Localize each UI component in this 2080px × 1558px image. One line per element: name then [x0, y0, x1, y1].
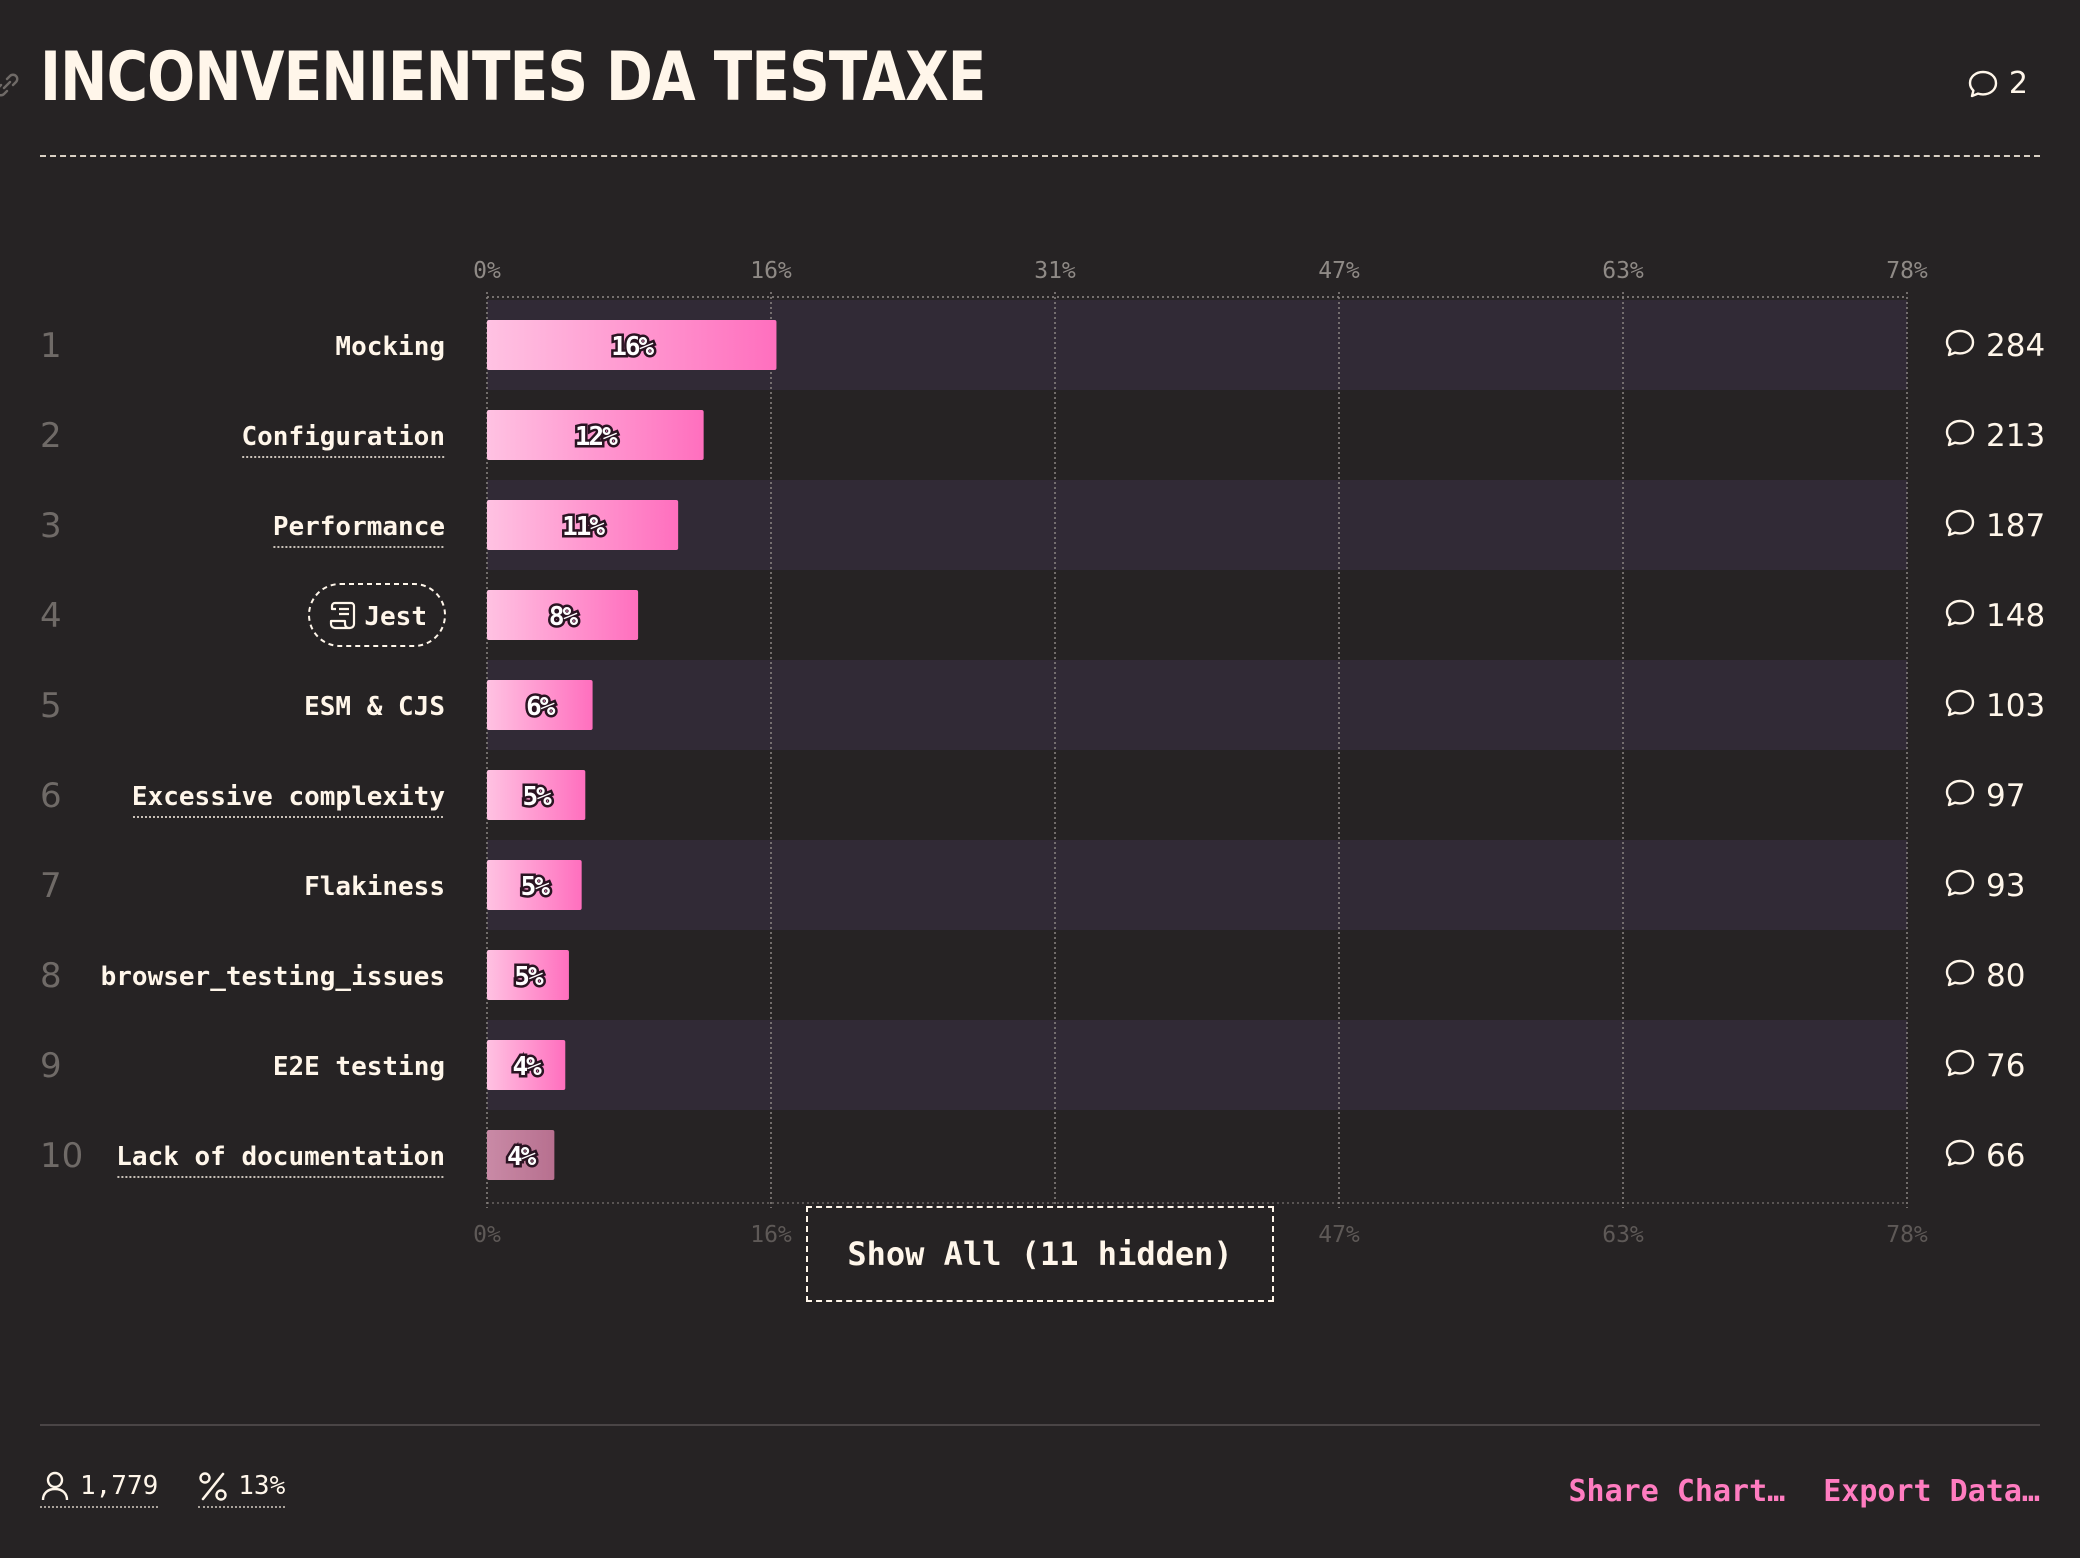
- row-stripe: [487, 1020, 1907, 1110]
- bar-value-label: 5%: [522, 782, 552, 812]
- comment-icon[interactable]: [1945, 509, 1975, 537]
- row-rank: 5: [40, 686, 62, 726]
- bar[interactable]: [487, 860, 582, 910]
- row-rank: 4: [40, 596, 62, 636]
- comment-icon: [1968, 70, 1998, 97]
- category-label[interactable]: Lack of documentation: [116, 1142, 445, 1172]
- tick-label-bottom: 16%: [750, 1222, 792, 1248]
- tick-label-top: 16%: [750, 258, 792, 284]
- category-label: Mocking: [335, 332, 445, 362]
- show-all-button[interactable]: Show All (11 hidden): [806, 1206, 1274, 1302]
- comment-count: 284: [1986, 328, 2045, 364]
- comment-count: 80: [1986, 958, 2025, 994]
- comment-count: 187: [1986, 508, 2045, 544]
- tick-label-top: 0%: [473, 258, 501, 284]
- tick-label-bottom: 0%: [473, 1222, 501, 1248]
- comment-count: 76: [1986, 1048, 2025, 1084]
- comment-count: 66: [1986, 1138, 2025, 1174]
- comment-count: 148: [1986, 598, 2045, 634]
- tick-label-bottom: 47%: [1318, 1222, 1360, 1248]
- row-stripe: [487, 480, 1907, 570]
- bar-value-label: 6%: [526, 692, 556, 722]
- share-chart-link[interactable]: Share Chart…: [1568, 1474, 1786, 1509]
- tick-label-bottom: 78%: [1886, 1222, 1928, 1248]
- comment-icon[interactable]: [1945, 599, 1975, 627]
- export-data-link[interactable]: Export Data…: [1823, 1474, 2040, 1509]
- comment-count: 97: [1986, 778, 2025, 814]
- row-stripe: [487, 660, 1907, 750]
- comment-icon[interactable]: [1945, 689, 1975, 717]
- category-label[interactable]: Performance: [273, 512, 445, 542]
- tick-label-top: 47%: [1318, 258, 1360, 284]
- comment-icon[interactable]: [1945, 1049, 1975, 1077]
- bar[interactable]: [487, 950, 569, 1000]
- bar-value-label: 11%: [562, 512, 605, 542]
- percentage-stat[interactable]: 13%: [198, 1470, 286, 1508]
- respondents-count: 1,779: [80, 1471, 159, 1501]
- bar-value-label: 5%: [521, 872, 551, 902]
- user-icon: [41, 1471, 69, 1501]
- bar[interactable]: [487, 680, 593, 730]
- link-icon[interactable]: [0, 72, 20, 98]
- bar[interactable]: [487, 320, 777, 370]
- bar[interactable]: [487, 500, 679, 550]
- category-label[interactable]: Excessive complexity: [132, 782, 445, 812]
- bar[interactable]: [487, 1040, 566, 1090]
- row-rank: 7: [40, 866, 62, 906]
- bar[interactable]: [487, 410, 704, 460]
- row-rank: 9: [40, 1046, 62, 1086]
- tick-label-bottom: 63%: [1602, 1222, 1644, 1248]
- page-title: INCONVENIENTES DA TESTAXE: [40, 38, 986, 117]
- category-label: E2E testing: [273, 1052, 445, 1082]
- tick-label-top: 78%: [1886, 258, 1928, 284]
- bar-value-label: 12%: [575, 422, 618, 452]
- comment-icon[interactable]: [1945, 329, 1975, 357]
- bar-value-label: 5%: [514, 962, 544, 992]
- row-rank: 6: [40, 776, 62, 816]
- comment-icon[interactable]: [1945, 869, 1975, 897]
- bar-chart: 0%0%16%16%31%31%47%47%63%63%78%78%1Mocki…: [40, 258, 2045, 1248]
- comment-count: 213: [1986, 418, 2045, 454]
- bar[interactable]: [487, 1130, 555, 1180]
- scroll-icon: [329, 601, 356, 630]
- bar-value-label: 4%: [512, 1052, 542, 1082]
- comment-icon[interactable]: [1945, 1139, 1975, 1167]
- category-label: Jest: [364, 602, 427, 632]
- row-rank: 10: [40, 1136, 83, 1176]
- tool-badge[interactable]: [308, 583, 446, 647]
- tick-label-top: 63%: [1602, 258, 1644, 284]
- category-label: Flakiness: [304, 872, 445, 902]
- comment-count: 93: [1986, 868, 2025, 904]
- row-stripe: [487, 840, 1907, 930]
- bar-value-label: 8%: [549, 602, 579, 632]
- bar[interactable]: [487, 770, 586, 820]
- category-label: browser_testing_issues: [101, 962, 445, 992]
- bar-value-label: 16%: [611, 332, 654, 362]
- row-rank: 2: [40, 416, 62, 456]
- bar-value-label: 4%: [507, 1142, 537, 1172]
- comment-icon[interactable]: [1945, 959, 1975, 987]
- percent-icon: [199, 1472, 227, 1501]
- respondents-stat[interactable]: 1,779: [40, 1470, 159, 1508]
- header-divider: [40, 155, 2040, 157]
- row-rank: 8: [40, 956, 62, 996]
- comment-icon[interactable]: [1945, 419, 1975, 447]
- category-label: ESM & CJS: [304, 692, 445, 722]
- category-label[interactable]: Configuration: [242, 422, 446, 452]
- percentage-value: 13%: [238, 1471, 286, 1501]
- header-comments-button[interactable]: 2: [1967, 66, 2028, 101]
- comment-count: 103: [1986, 688, 2045, 724]
- tick-label-top: 31%: [1034, 258, 1076, 284]
- footer-divider: [40, 1424, 2040, 1426]
- bar[interactable]: [487, 590, 639, 640]
- row-rank: 1: [40, 326, 62, 366]
- comment-icon[interactable]: [1945, 779, 1975, 807]
- row-rank: 3: [40, 506, 62, 546]
- header-comments-count: 2: [2008, 66, 2028, 101]
